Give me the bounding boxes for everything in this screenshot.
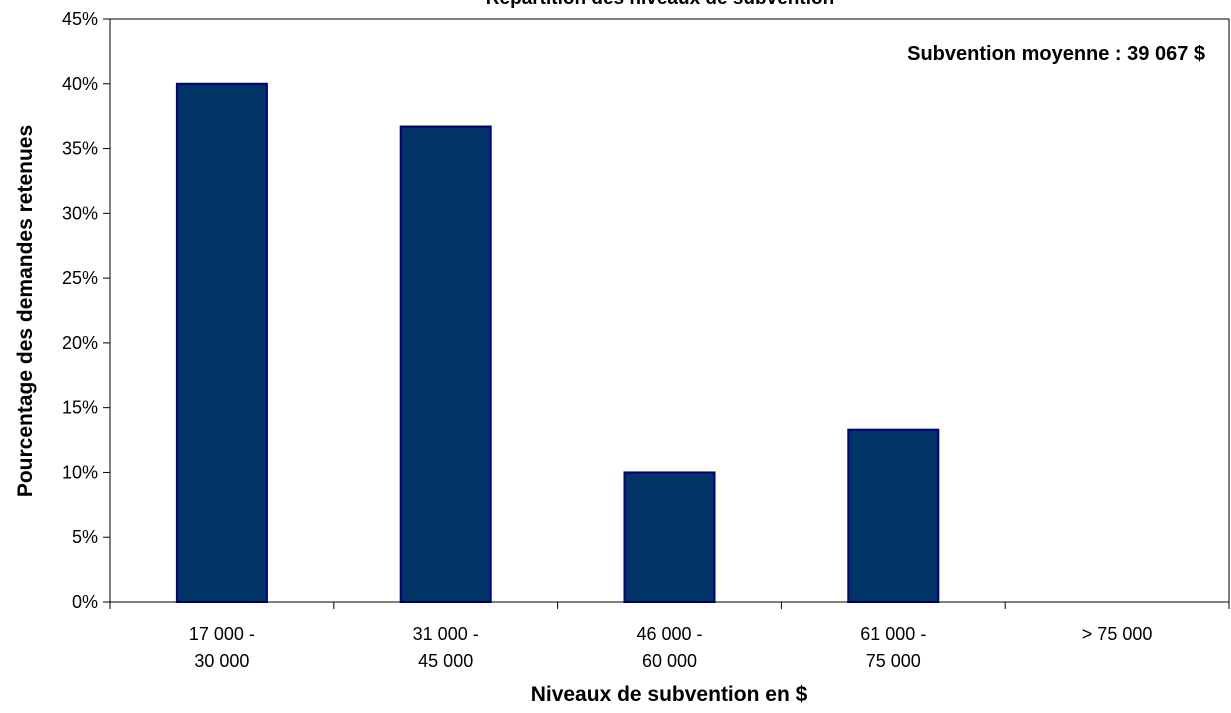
y-tick-label: 20% — [62, 333, 98, 353]
y-tick-label: 5% — [72, 527, 98, 547]
bar — [399, 125, 492, 604]
x-tick-label: 46 000 -60 000 — [636, 624, 702, 671]
y-tick-label: 0% — [72, 592, 98, 612]
bars — [175, 82, 940, 604]
y-tick-label: 35% — [62, 139, 98, 159]
plot-area-border — [109, 18, 1230, 603]
y-tick-label: 15% — [62, 398, 98, 418]
bar — [175, 82, 268, 604]
y-axis-ticks: 0% 5% 10% 15% 20% 25% 30% 35% 40% 45% — [62, 9, 110, 612]
x-tick-label: 17 000 -30 000 — [189, 624, 255, 671]
y-tick-label: 30% — [62, 203, 98, 223]
bar — [847, 428, 940, 603]
y-tick-label: 25% — [62, 268, 98, 288]
y-tick-label: 10% — [62, 462, 98, 482]
x-axis-label: Niveaux de subvention en $ — [531, 683, 808, 706]
y-axis-label: Pourcentage des demandes retenues — [14, 125, 37, 497]
chart-title: Répartition des niveaux de subvention — [486, 0, 834, 9]
y-tick-label: 40% — [62, 74, 98, 94]
x-axis-ticks: 17 000 -30 000 31 000 -45 000 46 000 -60 0… — [109, 602, 1230, 671]
x-tick-label: 61 000 -75 000 — [860, 624, 926, 671]
x-tick-label: > 75 000 — [1082, 624, 1153, 644]
bar — [623, 471, 716, 604]
y-tick-label: 45% — [62, 9, 98, 29]
x-tick-label: 31 000 -45 000 — [413, 624, 479, 671]
mean-subsidy-annotation: Subvention moyenne : 39 067 $ — [907, 43, 1205, 65]
